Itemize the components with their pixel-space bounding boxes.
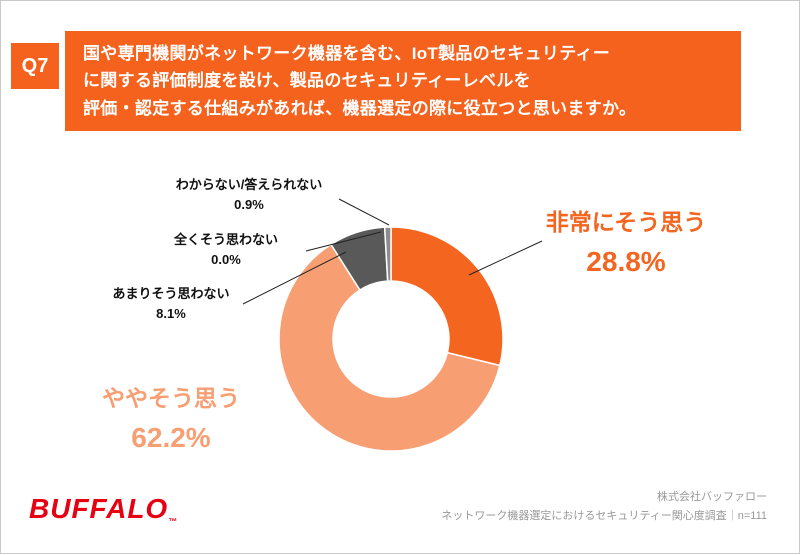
question-text-line2: に関する評価制度を設け、製品のセキュリティーレベルを [83, 71, 531, 91]
survey-credit: 株式会社バッファロー ネットワーク機器選定におけるセキュリティー関心度調査｜n=… [441, 488, 767, 527]
question-header: 国や専門機関がネットワーク機器を含む、IoT製品のセキュリティー に関する評価制… [65, 31, 741, 131]
label-unknown: わからない/答えられない 0.9% [151, 175, 347, 215]
label-strongly-disagree: 全くそう思わない 0.0% [141, 230, 311, 270]
label-strongly-disagree-name: 全くそう思わない [173, 232, 278, 247]
leader-line-strongly-disagree [305, 231, 382, 252]
question-number-label: Q7 [21, 54, 49, 77]
label-strongly-disagree-value: 0.0% [211, 252, 241, 268]
label-unknown-value: 0.9% [234, 197, 264, 213]
label-disagree-value: 8.1% [156, 306, 186, 322]
label-somewhat-agree-value: 62.2% [131, 421, 211, 453]
donut-segment-2 [329, 226, 389, 292]
label-disagree: あまりそう思わない 8.1% [86, 284, 256, 324]
label-strongly-agree: 非常にそう思う 28.8% [521, 209, 731, 278]
donut-segment-4 [383, 226, 392, 282]
label-somewhat-agree-name: ややそう思う [102, 385, 240, 411]
question-number-badge: Q7 [11, 43, 59, 89]
question-text-line1: 国や専門機関がネットワーク機器を含む、IoT製品のセキュリティー [83, 43, 611, 63]
label-strongly-agree-value: 28.8% [586, 245, 666, 277]
label-strongly-agree-name: 非常にそう思う [545, 209, 707, 235]
label-somewhat-agree: ややそう思う 62.2% [71, 385, 271, 454]
label-disagree-name: あまりそう思わない [112, 286, 230, 301]
donut-segments [278, 226, 504, 452]
trademark-symbol: ™ [168, 516, 179, 527]
buffalo-logo: BUFFALO™ [29, 493, 178, 527]
credit-line2: ネットワーク機器選定におけるセキュリティー関心度調査｜n=111 [441, 510, 767, 523]
question-text-line3: 評価・認定する仕組みがあれば、機器選定の際に役立つと思いますか。 [83, 98, 637, 118]
buffalo-logo-text: BUFFALO [29, 493, 169, 524]
donut-segment-1 [278, 243, 501, 452]
label-unknown-name: わからない/答えられない [175, 177, 323, 192]
donut-segment-0 [390, 226, 504, 367]
credit-line1: 株式会社バッファロー [657, 491, 767, 503]
